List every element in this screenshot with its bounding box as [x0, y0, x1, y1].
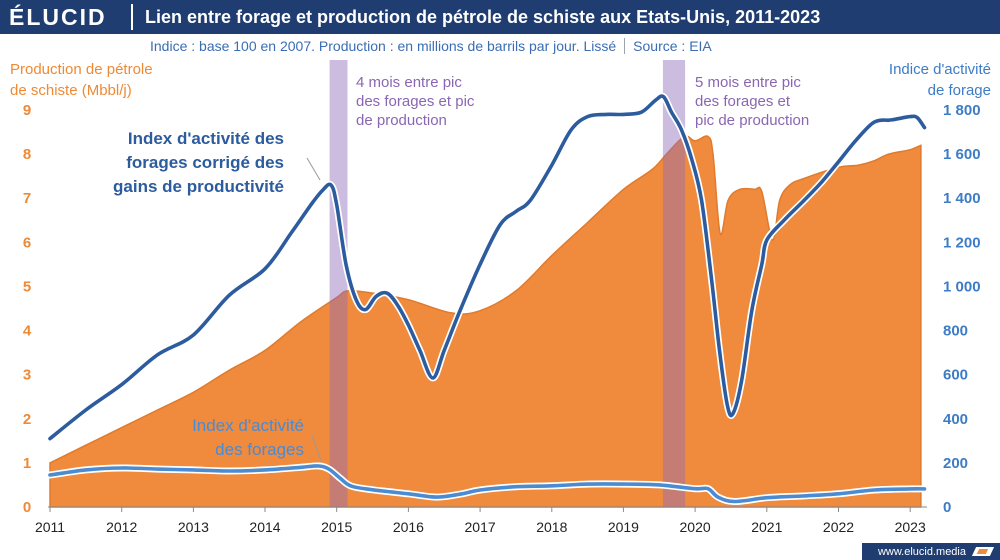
footer-banner: www.elucid.media: [862, 543, 1000, 560]
left-y-tick-label: 0: [23, 499, 31, 516]
x-tick-label: 2020: [680, 519, 711, 535]
band-annotation: 5 mois entre pic des forages et pic de pro…: [695, 74, 809, 129]
band-annotation-line: 4 mois entre pic: [356, 74, 462, 91]
left-y-tick-label: 1: [23, 455, 31, 472]
header-separator: [131, 4, 133, 30]
band-annotation-line: 5 mois entre pic: [695, 74, 801, 91]
x-tick-label: 2022: [823, 519, 854, 535]
left-axis-title-line: de schiste (Mbbl/j): [10, 82, 132, 99]
left-y-tick-label: 6: [23, 234, 31, 251]
footer-url: www.elucid.media: [877, 545, 966, 558]
band-annotation: 4 mois entre pic des forages et pic de pro…: [356, 74, 475, 129]
axes-layer: 2011 2012 2013 2014 2015 2016 2017 2018 2019 2020…: [23, 102, 981, 535]
x-tick-label: 2021: [751, 519, 782, 535]
series-label-line: Index d'activité: [192, 416, 304, 435]
series-label-line: des forages: [215, 440, 304, 459]
corrected-index-series-label: Index d'activité des forages corrigé des g…: [113, 129, 284, 196]
right-y-tick-label: 200: [943, 455, 968, 472]
left-y-tick-label: 4: [23, 323, 32, 340]
left-y-tick-label: 5: [23, 278, 31, 295]
chart-subtitle: Indice : base 100 en 2007. Production : …: [150, 38, 712, 54]
right-y-tick-label: 800: [943, 323, 968, 340]
right-y-tick-label: 1 000: [943, 278, 981, 295]
band-layer: [329, 60, 686, 507]
left-y-tick-label: 9: [23, 102, 31, 119]
right-axis-title: Indice d'activité de forage: [889, 61, 991, 99]
right-y-tick-label: 1 600: [943, 146, 981, 163]
band-annotation-line: des forages et pic: [356, 93, 475, 110]
x-tick-label: 2013: [178, 519, 209, 535]
elucid-logo-icon: [971, 547, 995, 556]
chart-title: Lien entre forage et production de pétro…: [145, 6, 821, 27]
x-tick-label: 2018: [536, 519, 567, 535]
x-tick-label: 2015: [321, 519, 352, 535]
x-tick-label: 2011: [35, 519, 65, 535]
band-annotation-line: de production: [356, 112, 447, 129]
left-y-tick-label: 3: [23, 367, 31, 384]
line-layer: [46, 92, 928, 506]
source-note: Source : EIA: [624, 38, 712, 54]
right-axis-title-line: Indice d'activité: [889, 61, 991, 78]
elucid-logo: ÉLUCID: [9, 3, 107, 30]
right-y-tick-label: 1 400: [943, 190, 981, 207]
left-y-tick-label: 7: [23, 190, 31, 207]
left-axis-title: Production de pétrole de schiste (Mbbl/j): [10, 61, 153, 99]
right-y-tick-label: 600: [943, 367, 968, 384]
left-y-tick-label: 8: [23, 146, 31, 163]
right-y-tick-label: 1 800: [943, 102, 981, 119]
right-axis-title-line: de forage: [928, 82, 991, 99]
series-label-line: forages corrigé des: [126, 153, 284, 172]
corrected-drilling-index-line: [48, 94, 927, 441]
left-y-tick-label: 2: [23, 411, 31, 428]
series-label-line: Index d'activité des: [128, 129, 284, 148]
x-tick-label: 2019: [608, 519, 639, 535]
subtitle-note: Indice : base 100 en 2007. Production : …: [150, 38, 617, 54]
highlight-band: [662, 60, 686, 507]
right-y-tick-label: 1 200: [943, 234, 981, 251]
band-annotation-line: pic de production: [695, 112, 809, 129]
right-y-tick-label: 0: [943, 499, 951, 516]
header-banner: ÉLUCID Lien entre forage et production d…: [0, 0, 1000, 34]
x-tick-label: 2017: [465, 519, 496, 535]
x-tick-label: 2023: [895, 519, 926, 535]
right-y-tick-label: 400: [943, 411, 968, 428]
x-tick-label: 2014: [249, 519, 280, 535]
series-label-line: gains de productivité: [113, 177, 284, 196]
left-axis-title-line: Production de pétrole: [10, 61, 153, 78]
x-tick-label: 2012: [106, 519, 137, 535]
drilling-index-leader-line: [311, 434, 322, 462]
drilling-index-series-label: Index d'activité des forages: [192, 416, 304, 459]
x-tick-label: 2016: [393, 519, 424, 535]
highlight-band: [329, 60, 348, 507]
drilling-index-line: [48, 464, 927, 504]
corrected-index-leader-line: [306, 157, 321, 181]
band-annotation-line: des forages et: [695, 93, 791, 110]
